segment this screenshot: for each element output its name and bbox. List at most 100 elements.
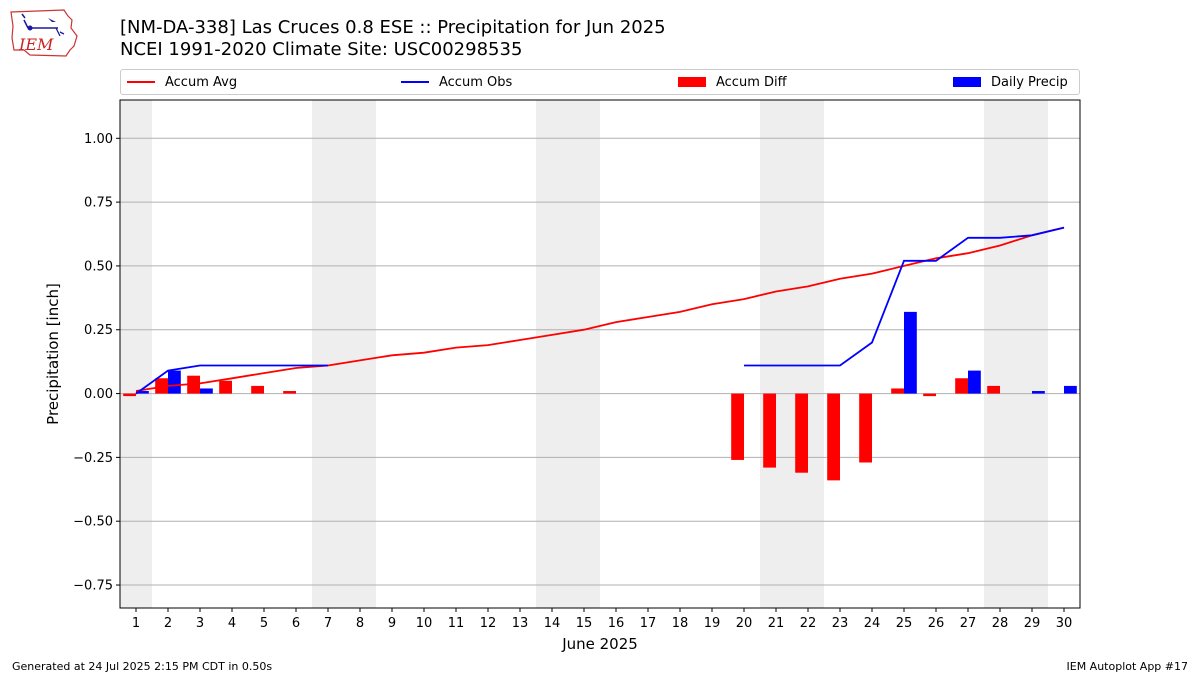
weekend-shade-day-28 xyxy=(984,100,1016,608)
lines xyxy=(135,226,1065,395)
daily-precip-bar xyxy=(168,370,181,394)
chart-subtitle: NCEI 1991-2020 Climate Site: USC00298535 xyxy=(120,39,523,60)
weekend-shade-day-29 xyxy=(1016,100,1048,608)
accum-diff-bar xyxy=(795,393,808,473)
x-tick-label: 24 xyxy=(864,616,881,631)
x-tick-label: 13 xyxy=(512,616,529,631)
weekend-shade-day-1 xyxy=(120,100,152,608)
x-tick-label: 3 xyxy=(196,616,204,631)
x-tick-label: 27 xyxy=(960,616,977,631)
x-tick-label: 21 xyxy=(768,616,785,631)
accum-diff-bar xyxy=(731,393,744,460)
accum-obs-line xyxy=(135,364,328,395)
accum-diff-bar xyxy=(155,378,168,394)
legend-label-daily-precip: Daily Precip xyxy=(991,74,1068,90)
legend-label-accum-obs: Accum Obs xyxy=(439,74,513,90)
x-tick-label: 23 xyxy=(832,616,849,631)
x-tick-label: 10 xyxy=(416,616,433,631)
x-axis-label: June 2025 xyxy=(561,635,638,653)
legend-swatch-accum-obs xyxy=(401,81,429,83)
weekend-shade-day-15 xyxy=(568,100,600,608)
accum-diff-bar xyxy=(251,385,264,394)
x-tick-label: 15 xyxy=(576,616,593,631)
app-credit: IEM Autoplot App #17 xyxy=(1066,660,1189,673)
legend-item-accum-avg: Accum Avg xyxy=(127,70,237,94)
x-tick-label: 26 xyxy=(928,616,945,631)
accum-diff-bar xyxy=(219,380,232,394)
accum-diff-bar xyxy=(891,388,904,394)
x-tick-label: 25 xyxy=(896,616,913,631)
accum-obs-line xyxy=(744,226,1065,367)
x-tick-label: 17 xyxy=(640,616,657,631)
x-tick-label: 29 xyxy=(1024,616,1041,631)
y-tick-label: −0.25 xyxy=(73,451,113,466)
weekend-shading xyxy=(120,100,1048,608)
plot-frame xyxy=(119,99,1081,609)
generated-timestamp: Generated at 24 Jul 2025 2:15 PM CDT in … xyxy=(12,660,273,673)
accum-diff-bar xyxy=(859,393,872,463)
y-axis-label: Precipitation [inch] xyxy=(44,283,62,425)
legend-label-accum-avg: Accum Avg xyxy=(165,74,238,90)
x-tick-label: 9 xyxy=(388,616,396,631)
weekend-shade-day-8 xyxy=(344,100,376,608)
legend-swatch-accum-avg xyxy=(127,81,155,83)
x-tick-label: 19 xyxy=(704,616,721,631)
y-tick-label: 0.75 xyxy=(84,196,113,211)
y-tick-label: −0.75 xyxy=(73,579,113,594)
x-tick-label: 4 xyxy=(228,616,236,631)
accum-diff-bar xyxy=(123,393,136,397)
x-tick-label: 6 xyxy=(292,616,300,631)
x-tick-label: 5 xyxy=(260,616,268,631)
legend-item-daily-precip: Daily Precip xyxy=(953,70,1068,94)
legend-item-accum-diff: Accum Diff xyxy=(678,70,787,94)
x-tick-label: 11 xyxy=(448,616,465,631)
legend-swatch-daily-precip xyxy=(953,77,981,87)
daily-precip-bar xyxy=(968,370,981,394)
y-tick-label: 1.00 xyxy=(84,132,113,147)
x-tick-label: 22 xyxy=(800,616,817,631)
y-tick-label: 0.50 xyxy=(84,259,113,274)
x-tick-label: 18 xyxy=(672,616,689,631)
accum-diff-bar xyxy=(987,385,1000,394)
y-tick-label: 0.25 xyxy=(84,323,113,338)
legend-item-accum-obs: Accum Obs xyxy=(401,70,512,94)
legend-label-accum-diff: Accum Diff xyxy=(716,74,787,90)
weekend-shade-day-7 xyxy=(312,100,344,608)
x-tick-label: 16 xyxy=(608,616,625,631)
daily-precip-bar xyxy=(200,388,213,394)
accum-diff-bar xyxy=(923,393,936,397)
x-tick-label: 28 xyxy=(992,616,1009,631)
x-tick-label: 12 xyxy=(480,616,497,631)
iem-logo-text: IEM xyxy=(18,35,54,54)
x-tick-label: 14 xyxy=(544,616,561,631)
weekend-shade-day-22 xyxy=(792,100,824,608)
accum-diff-bar xyxy=(827,393,840,481)
x-tick-label: 8 xyxy=(356,616,364,631)
y-tick-label: 0.00 xyxy=(84,387,113,402)
chart-legend: Accum Avg Accum Obs Accum Diff Daily Pre… xyxy=(120,69,1080,95)
x-tick-label: 2 xyxy=(164,616,172,631)
legend-swatch-accum-diff xyxy=(678,77,706,87)
weekend-shade-day-14 xyxy=(536,100,568,608)
weekend-shade-day-21 xyxy=(760,100,792,608)
daily-precip-bar xyxy=(1032,391,1045,394)
iem-logo: IEM xyxy=(10,9,78,57)
x-axis-ticks: 1 2 3 4 5 6 7 8 9 10 11 12 13 14 15 16 17 18 19 20 21 22 23 24 2… xyxy=(132,608,1072,631)
y-gridlines xyxy=(120,137,1080,586)
accum-diff-bar xyxy=(283,391,296,394)
accum-avg-line xyxy=(135,226,1065,392)
accum-diff-bar xyxy=(763,393,776,468)
daily-precip-bar xyxy=(904,311,917,394)
accum-diff-bar xyxy=(955,378,968,394)
bars xyxy=(123,311,1077,481)
daily-precip-bar xyxy=(136,391,149,394)
daily-precip-bar xyxy=(1064,385,1077,394)
x-tick-label: 7 xyxy=(324,616,332,631)
y-tick-label: −0.50 xyxy=(73,515,113,530)
chart-title: [NM-DA-338] Las Cruces 0.8 ESE :: Precip… xyxy=(120,17,666,38)
x-tick-label: 1 xyxy=(132,616,140,631)
x-tick-label: 30 xyxy=(1056,616,1073,631)
x-tick-label: 20 xyxy=(736,616,753,631)
y-axis-ticks: −0.75 −0.50 −0.25 0.00 0.25 0.50 0.75 1.00 xyxy=(73,132,120,594)
